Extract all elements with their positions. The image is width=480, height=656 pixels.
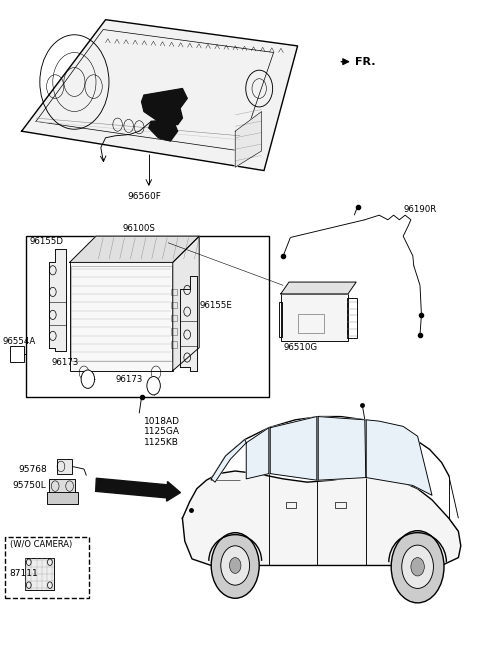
Text: 96560F: 96560F [127,192,161,201]
Circle shape [402,545,433,588]
Bar [57,459,72,474]
Polygon shape [366,420,432,495]
FancyArrow shape [96,478,180,501]
Bar [171,328,177,335]
Bar [5,537,89,598]
Polygon shape [270,417,317,480]
Bar [26,236,269,397]
Polygon shape [70,236,199,262]
Bar [171,302,177,308]
Text: 1018AD: 1018AD [144,417,180,426]
Text: 1125GA: 1125GA [144,427,180,436]
Circle shape [391,531,444,603]
Text: 96173: 96173 [115,375,143,384]
Text: 95750L: 95750L [12,481,46,490]
Circle shape [211,533,259,598]
Polygon shape [173,236,199,371]
Bar [47,492,78,504]
Text: 96155D: 96155D [30,237,64,246]
Polygon shape [182,471,461,567]
Bar [171,289,177,295]
Polygon shape [49,249,66,351]
Circle shape [81,370,95,388]
Polygon shape [318,417,366,480]
Bar [279,302,282,337]
Polygon shape [142,89,187,125]
Bar [281,294,348,341]
Text: 87111: 87111 [10,569,38,578]
Polygon shape [235,112,262,167]
Bar [335,502,346,508]
Text: 96510G: 96510G [283,343,317,352]
Text: FR.: FR. [355,56,376,67]
Bar [286,502,296,508]
Text: 96554A: 96554A [2,337,36,346]
Text: (W/O CAMERA): (W/O CAMERA) [10,540,72,549]
Circle shape [221,546,250,585]
Bar [347,298,357,338]
Polygon shape [246,428,269,479]
Bar [298,314,324,333]
Bar [49,479,75,493]
Bar [10,346,24,362]
Bar [71,266,172,361]
Text: 96155E: 96155E [199,301,232,310]
Bar [171,341,177,348]
Circle shape [411,558,424,576]
Polygon shape [149,119,178,141]
Bar [25,558,54,590]
Text: 95768: 95768 [18,464,47,474]
Polygon shape [22,20,298,171]
Bar [70,262,173,371]
Bar [171,315,177,321]
Polygon shape [180,276,197,371]
Circle shape [147,377,160,395]
Polygon shape [211,440,246,482]
Polygon shape [281,282,356,294]
Text: 96100S: 96100S [122,224,155,233]
Text: 1125KB: 1125KB [144,438,179,447]
Circle shape [229,558,241,573]
Text: 96173: 96173 [52,358,79,367]
Text: 96190R: 96190R [403,205,436,215]
